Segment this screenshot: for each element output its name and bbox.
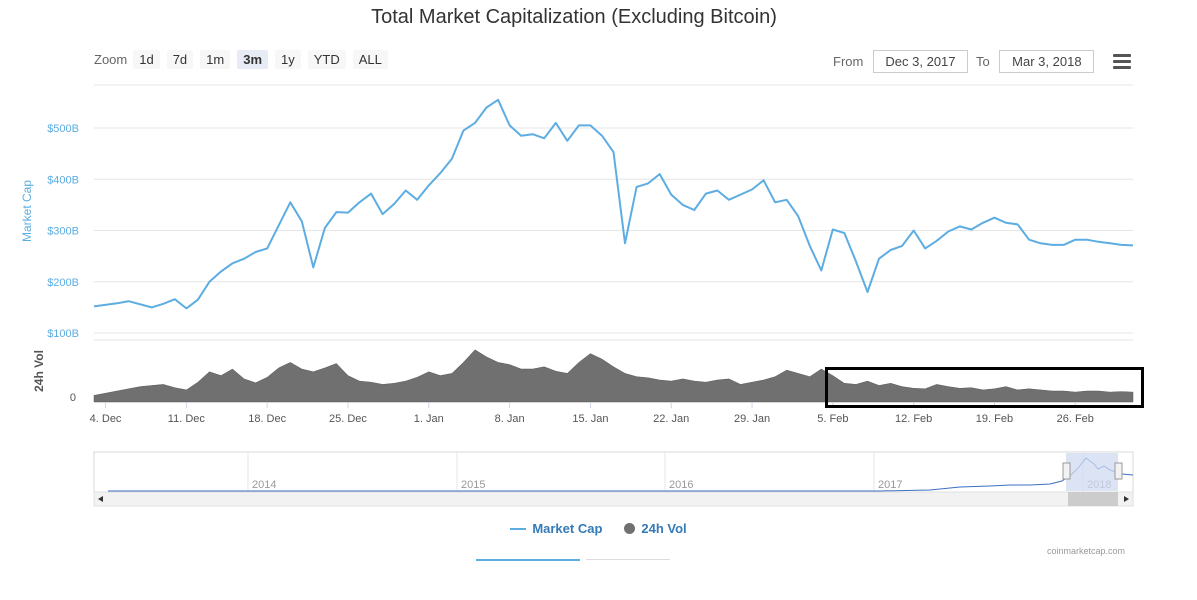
x-tick-label: 25. Dec [329,413,367,425]
x-tick-label: 22. Jan [653,413,689,425]
navigator-year-label: 2016 [669,479,693,491]
volume-axis-label: 24h Vol [32,350,46,392]
scroll-right-arrow-icon[interactable] [1124,496,1129,502]
x-tick-label: 18. Dec [248,413,286,425]
range-to: To Mar 3, 2018 [976,50,1095,73]
range-to-input[interactable]: Mar 3, 2018 [999,50,1095,73]
y-tick-label: $500B [47,123,79,135]
scrollbar-thumb[interactable] [1068,492,1118,506]
range-to-label: To [976,54,990,69]
volume-series [93,349,1134,403]
volume-zero-tick: 0 [70,392,76,404]
credit-text: coinmarketcap.com [1047,546,1126,556]
zoom-1y-button[interactable]: 1y [275,50,301,69]
navigator-year-label: 2015 [461,479,485,491]
navigator-left-handle[interactable] [1062,462,1071,480]
y-tick-label: $100B [47,328,79,340]
chart-title: Total Market Capitalization (Excluding B… [371,6,777,28]
navigator-scrollbar[interactable] [93,491,1134,507]
zoom-ytd-button[interactable]: YTD [307,50,346,69]
y-tick-label: $300B [47,226,79,238]
line-marker-icon [510,527,527,530]
legend-market-cap-label: Market Cap [532,521,603,536]
x-tick-label: 15. Jan [572,413,608,425]
x-tick-label: 29. Jan [734,413,770,425]
tab-underline-inactive [586,559,670,560]
zoom-7d-button[interactable]: 7d [166,50,194,69]
zoom-label: Zoom [94,52,128,67]
y-tick-label: $400B [47,174,79,186]
x-tick-label: 8. Jan [495,413,525,425]
x-tick-label: 5. Feb [817,413,848,425]
x-tick-label: 4. Dec [90,413,122,425]
legend-volume[interactable]: 24h Vol [624,521,687,536]
y-tick-label: $200B [47,277,79,289]
navigator-year-label: 2017 [878,479,902,491]
legend: Market Cap 24h Vol [0,521,1197,536]
navigator-frame[interactable] [93,451,1134,493]
navigator-right-handle[interactable] [1114,462,1123,480]
y-axis-label: Market Cap [20,180,34,242]
zoom-1m-button[interactable]: 1m [200,50,231,69]
zoom-3m-button[interactable]: 3m [237,50,269,69]
range-from: From Dec 3, 2017 [833,50,968,73]
legend-market-cap[interactable]: Market Cap [510,521,602,536]
x-tick-label: 1. Jan [414,413,444,425]
market-cap-series [93,98,1134,310]
x-tick-label: 26. Feb [1057,413,1094,425]
x-tick-label: 12. Feb [895,413,932,425]
zoom-1d-button[interactable]: 1d [133,50,160,69]
scroll-left-arrow-icon[interactable] [98,496,103,502]
circle-marker-icon [624,523,636,534]
zoom-controls: Zoom 1d 7d 1m 3m 1y YTD ALL [94,50,395,69]
market-cap-chart: $100B $200B $300B $400B $500B Market Cap 24h… [20,84,1134,507]
tab-underline-active [476,559,580,561]
hamburger-menu-icon[interactable] [1113,54,1131,72]
zoom-all-button[interactable]: ALL [352,50,388,69]
navigator-year-label: 2014 [252,479,276,491]
x-tick-label: 11. Dec [168,413,206,425]
highlight-box [825,367,1144,408]
range-from-label: From [833,54,864,69]
legend-volume-label: 24h Vol [641,521,687,536]
x-tick-label: 19. Feb [976,413,1013,425]
navigator-selection[interactable] [1066,453,1118,491]
range-from-input[interactable]: Dec 3, 2017 [872,50,968,73]
